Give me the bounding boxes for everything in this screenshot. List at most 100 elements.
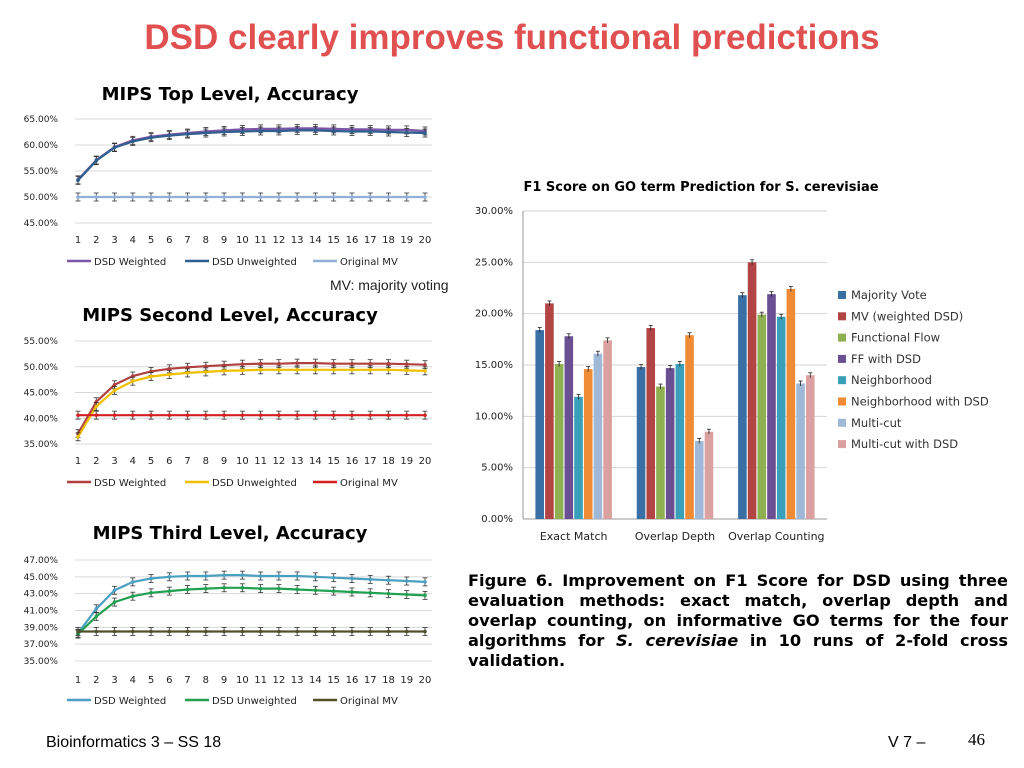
y-tick-label: 0.00% — [481, 514, 513, 525]
x-tick-label: 1 — [75, 456, 81, 467]
data-point — [167, 589, 172, 593]
data-point — [258, 361, 263, 366]
x-tick-label: 15 — [327, 675, 340, 686]
data-point — [350, 413, 354, 417]
bar — [545, 303, 554, 519]
data-point — [94, 629, 99, 634]
data-point — [386, 361, 391, 366]
data-point — [404, 130, 409, 135]
x-tick-label: 6 — [166, 235, 172, 246]
x-tick-label: 10 — [236, 456, 249, 467]
data-point — [277, 629, 281, 634]
data-point — [222, 573, 226, 577]
data-point — [277, 413, 281, 417]
data-point — [368, 129, 373, 134]
y-tick-label: 55.00% — [24, 167, 59, 177]
y-tick-label: 10.00% — [475, 411, 513, 422]
bar-chart-f1-score: F1 Score on GO term Prediction for S. ce… — [475, 180, 989, 543]
y-tick-label: 50.00% — [24, 363, 59, 373]
data-point — [350, 576, 354, 581]
line-chart-top-level: MIPS Top Level, Accuracy 65.00% 60.00% 55.0… — [24, 84, 432, 268]
footer-course: Bioinformatics 3 – SS 18 — [46, 734, 222, 751]
legend-swatch — [838, 333, 846, 342]
data-point — [423, 362, 427, 367]
data-point — [258, 574, 263, 578]
legend-label: Neighborhood — [851, 373, 932, 387]
x-tick-label: 15 — [327, 456, 340, 467]
data-point — [331, 575, 336, 580]
y-tick-label: 65.00% — [24, 115, 59, 125]
data-point — [313, 368, 318, 372]
y-tick-label: 30.00% — [475, 206, 513, 217]
series-line — [77, 368, 426, 438]
y-tick-label: 35.00% — [24, 657, 59, 667]
data-point — [222, 585, 226, 590]
data-point — [350, 629, 354, 634]
y-tick-label: 15.00% — [475, 360, 513, 371]
y-tick-label: 40.00% — [24, 414, 59, 424]
x-tick-label: 13 — [291, 456, 304, 467]
x-tick-label: 8 — [203, 675, 209, 686]
y-tick-label: 39.00% — [24, 623, 59, 633]
data-point — [295, 413, 299, 417]
legend-label: FF with DSD — [851, 352, 921, 366]
x-tick-label: 17 — [364, 675, 377, 686]
x-tick-label: 4 — [130, 235, 136, 246]
y-tick-label: 50.00% — [24, 193, 59, 203]
data-point — [386, 130, 391, 134]
legend-label: Majority Vote — [851, 288, 927, 302]
legend-label: MV (weighted DSD) — [851, 309, 963, 323]
x-tick-label: 18 — [382, 235, 395, 246]
legend-swatch — [838, 312, 846, 321]
data-point — [149, 374, 153, 379]
data-point — [295, 195, 299, 199]
x-tick-label: 12 — [273, 235, 286, 246]
data-point — [404, 195, 409, 199]
bar — [767, 294, 776, 519]
series-line — [77, 362, 426, 435]
data-point — [112, 413, 117, 417]
data-point — [222, 195, 226, 199]
y-tick-label: 43.00% — [24, 590, 59, 600]
bar — [685, 335, 694, 519]
data-point — [368, 629, 373, 634]
chart-title: MIPS Third Level, Accuracy — [93, 523, 368, 544]
data-point — [185, 195, 190, 199]
data-point — [258, 413, 263, 417]
x-tick-label: 14 — [309, 675, 322, 686]
bar — [757, 314, 767, 519]
data-point — [94, 413, 99, 417]
x-tick-label: 6 — [166, 675, 172, 686]
y-tick-label: 45.00% — [24, 573, 59, 583]
data-point — [185, 587, 190, 592]
bar — [646, 328, 656, 519]
data-point — [204, 413, 208, 417]
y-tick-label: 41.00% — [24, 607, 59, 617]
bar — [583, 369, 593, 519]
data-point — [277, 361, 281, 366]
data-point — [130, 413, 135, 417]
bar — [776, 316, 786, 519]
series-line — [77, 127, 426, 181]
legend-label: Multi-cut with DSD — [851, 437, 958, 451]
x-tick-label: 12 — [273, 675, 286, 686]
data-point — [112, 382, 117, 387]
data-point — [112, 588, 117, 593]
legend-label: Original MV — [340, 696, 398, 707]
data-point — [277, 195, 281, 199]
data-point — [94, 614, 99, 619]
data-point — [258, 586, 263, 591]
data-point — [204, 195, 208, 199]
series-line — [77, 573, 426, 634]
data-point — [149, 576, 153, 581]
x-tick-label: 13 — [291, 235, 304, 246]
bar — [593, 353, 603, 519]
x-tick-label: 7 — [184, 235, 190, 246]
x-tick-label: 5 — [148, 456, 154, 467]
bar — [786, 289, 796, 519]
x-tick-label: 3 — [111, 235, 117, 246]
data-point — [76, 195, 80, 199]
data-point — [112, 629, 117, 634]
x-tick-label: 1 — [75, 675, 81, 686]
x-tick-label: 11 — [254, 675, 267, 686]
